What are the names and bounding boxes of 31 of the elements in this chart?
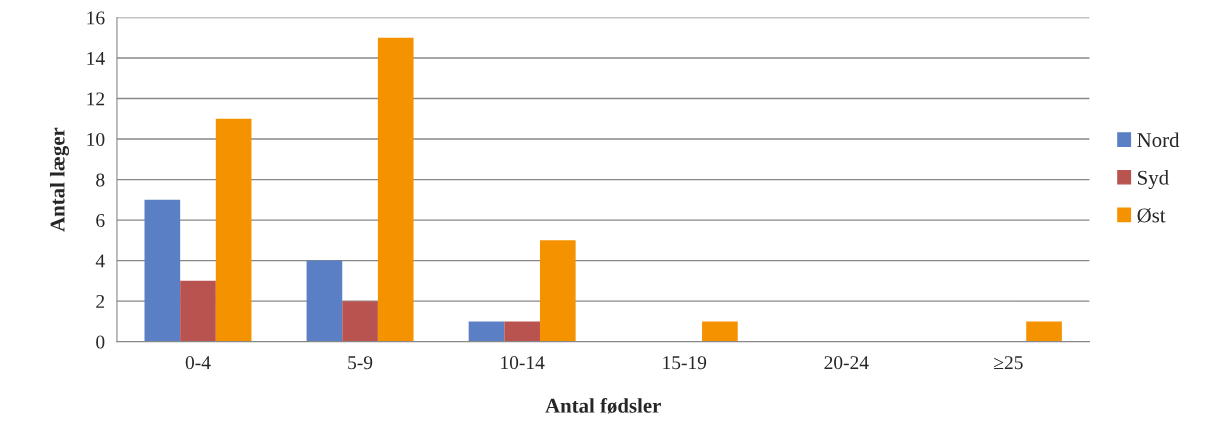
y-tick-label: 0 <box>96 335 105 349</box>
y-tick-label: 12 <box>87 92 105 106</box>
bar <box>215 118 252 342</box>
y-tick-label: 6 <box>96 213 105 228</box>
bar <box>539 240 576 342</box>
y-tick-label: 14 <box>87 51 105 65</box>
legend-label: Syd <box>1138 170 1169 190</box>
x-tick-label: 15-19 <box>663 356 707 370</box>
bar <box>306 260 343 342</box>
x-axis-title: Antal fødsler <box>545 397 661 414</box>
bar <box>377 37 414 342</box>
y-tick-label: 4 <box>95 254 105 268</box>
legend-label: Øst <box>1137 208 1166 223</box>
y-tick-label: 8 <box>96 173 105 187</box>
x-tick-label: ≥25 <box>994 356 1023 370</box>
bar <box>504 321 540 342</box>
x-tick-label: 20-24 <box>824 356 869 370</box>
y-tick-label: 10 <box>87 132 105 146</box>
x-tick-label: 5-9 <box>348 356 373 370</box>
x-tick-label: 0-4 <box>185 356 211 370</box>
bar <box>342 301 378 342</box>
y-tick-label: 16 <box>87 11 105 25</box>
y-axis-title: Antal læger <box>49 127 70 232</box>
legend-label: Nord <box>1137 132 1180 148</box>
bar <box>1026 321 1062 342</box>
x-tick-label: 10-14 <box>501 356 545 370</box>
bar <box>702 321 738 342</box>
bar <box>468 321 505 342</box>
bar <box>144 199 181 342</box>
y-tick-label: 2 <box>96 295 105 308</box>
bar <box>180 280 216 342</box>
